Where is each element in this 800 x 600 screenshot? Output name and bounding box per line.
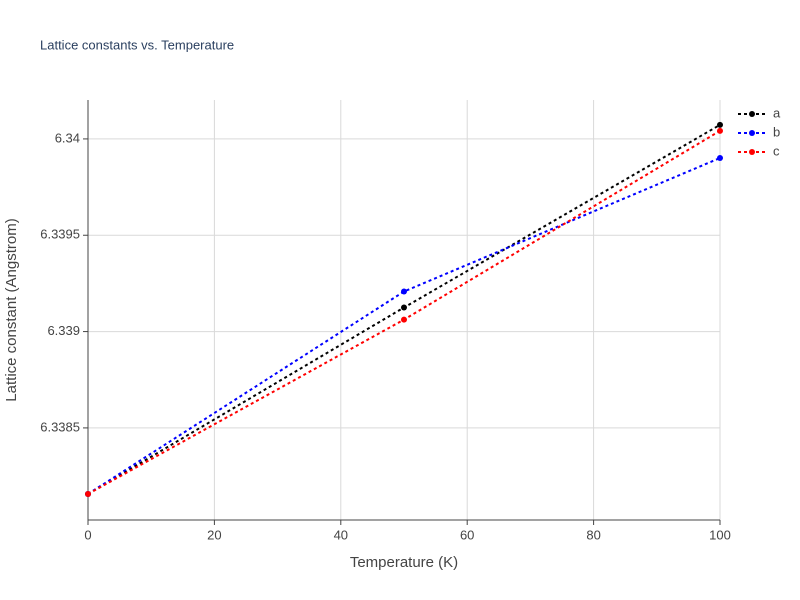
legend-label: c bbox=[773, 143, 780, 158]
legend-marker bbox=[749, 149, 755, 155]
legend-marker bbox=[749, 111, 755, 117]
y-tick-label: 6.34 bbox=[55, 130, 80, 145]
point bbox=[401, 288, 407, 295]
x-tick-label: 0 bbox=[84, 527, 91, 542]
x-tick-label: 40 bbox=[334, 527, 348, 542]
legend-label: a bbox=[773, 105, 781, 120]
series-line bbox=[87, 129, 721, 495]
y-tick-label: 6.339 bbox=[47, 323, 80, 338]
y-tick-label: 6.3385 bbox=[40, 419, 80, 434]
point bbox=[717, 127, 723, 134]
x-tick-label: 20 bbox=[207, 527, 221, 542]
x-tick-label: 100 bbox=[709, 527, 731, 542]
point bbox=[401, 304, 407, 311]
point bbox=[717, 154, 723, 161]
point bbox=[401, 316, 407, 323]
legend-marker bbox=[749, 130, 755, 136]
x-tick-label: 60 bbox=[460, 527, 474, 542]
point bbox=[717, 121, 723, 128]
point bbox=[85, 490, 91, 497]
chart-title: Lattice constants vs. Temperature bbox=[40, 37, 234, 52]
y-tick-label: 6.3395 bbox=[40, 227, 80, 242]
legend-label: b bbox=[773, 124, 780, 139]
x-tick-label: 80 bbox=[586, 527, 600, 542]
y-axis-title: Lattice constant (Angstrom) bbox=[3, 218, 20, 401]
x-axis-title: Temperature (K) bbox=[350, 554, 458, 571]
series-line bbox=[87, 157, 721, 495]
